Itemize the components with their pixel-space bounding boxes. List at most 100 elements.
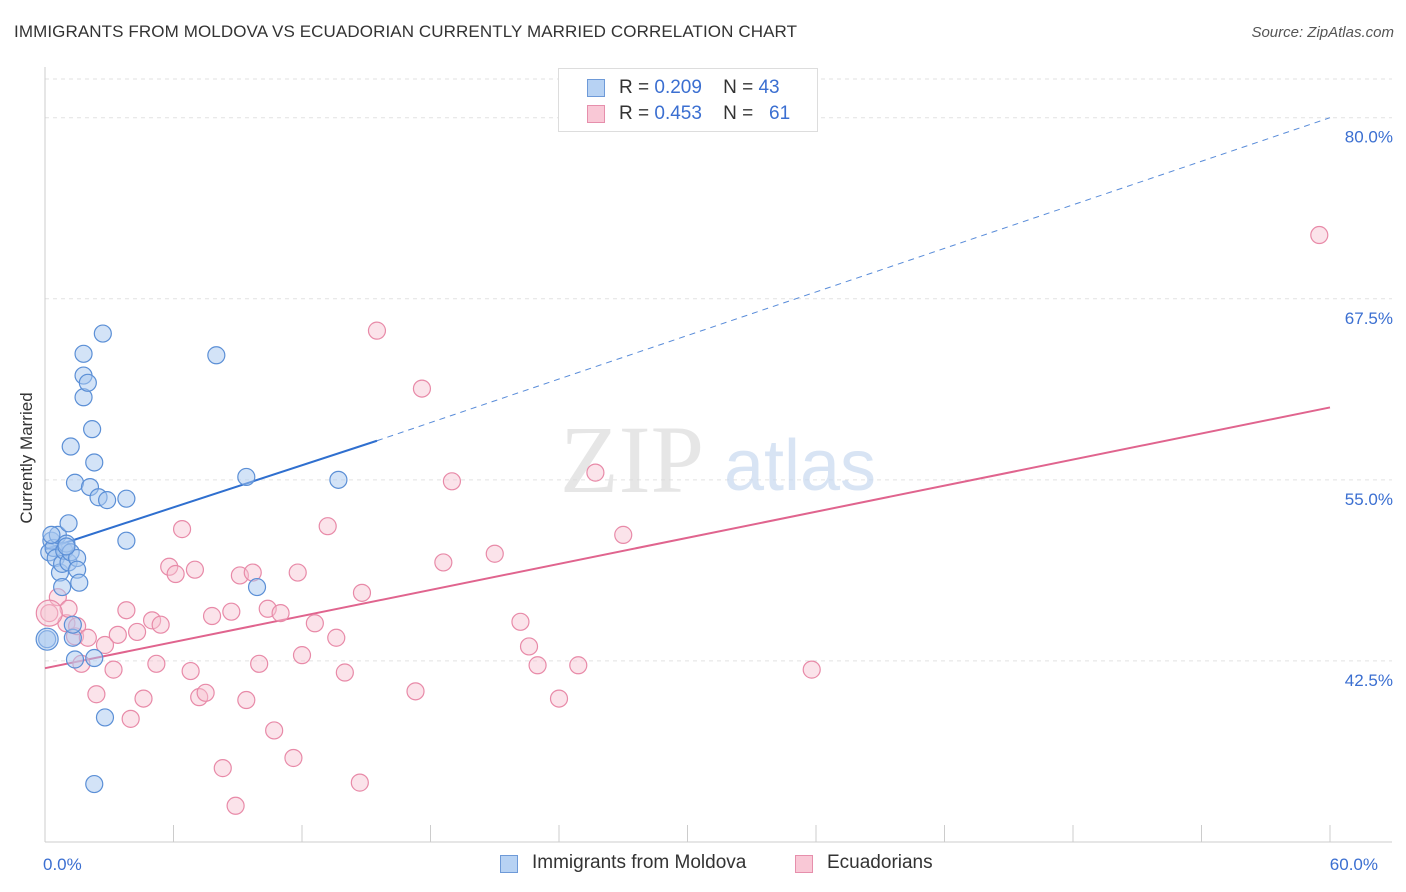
ecuadorians-point <box>292 646 312 665</box>
ecuadorians-point-large <box>35 599 63 627</box>
moldova-point <box>85 453 104 472</box>
source-label: Source: ZipAtlas.com <box>1251 24 1394 41</box>
ecuadorians-point <box>284 748 303 768</box>
ecuadorians-legend-label: Ecuadorians <box>827 852 933 873</box>
ecuadorians-point <box>406 682 425 701</box>
moldova-legend-swatch <box>500 855 518 873</box>
moldova-point <box>61 437 80 456</box>
ecuadorians-point <box>250 654 269 673</box>
ecuadorians-point <box>151 615 170 634</box>
correlation-legend: R = 0.209 N = 43 R = 0.453 N = 61 <box>558 68 818 132</box>
ecuadorians-r-value: 0.453 <box>654 103 702 124</box>
chart-title: IMMIGRANTS FROM MOLDOVA VS ECUADORIAN CU… <box>14 22 798 41</box>
ecuadorians-point <box>569 656 588 675</box>
moldova-point <box>59 514 78 533</box>
moldova-point <box>65 650 85 669</box>
moldova-point <box>57 537 76 556</box>
moldova-point <box>93 324 112 343</box>
ecuadorians-point <box>213 759 232 778</box>
ecuadorians-point <box>327 628 346 647</box>
ecuadorians-point <box>108 625 127 644</box>
ecuadorians-point <box>288 563 307 582</box>
moldova-point <box>329 470 348 489</box>
ecuadorians-point <box>237 690 256 710</box>
ecuadorians-n-value: 61 <box>769 103 791 124</box>
ecuadorians-point <box>121 709 140 728</box>
ecuadorians-point <box>412 379 432 398</box>
ecuadorians-point <box>318 517 337 536</box>
ecuadorians-point <box>1310 225 1329 245</box>
ecuadorians-point <box>40 604 59 623</box>
moldova-point <box>78 373 97 392</box>
ecuadorians-swatch <box>587 105 605 123</box>
y-tick-label: 80.0% <box>1345 128 1393 147</box>
moldova-point <box>83 420 102 439</box>
watermark-atlas: atlas <box>724 426 876 506</box>
x-tick-label: 60.0% <box>1330 855 1378 874</box>
ecuadorians-point <box>160 557 179 576</box>
ecuadorians-legend-swatch <box>795 855 813 873</box>
ecuadorians-point <box>271 604 290 623</box>
ecuadorians-point <box>549 689 569 708</box>
ecuadorians-point <box>442 472 462 491</box>
moldova-point <box>247 577 267 597</box>
y-tick-label: 42.5% <box>1345 671 1393 690</box>
moldova-r-value: 0.209 <box>654 77 702 98</box>
ecuadorians-point <box>511 612 530 631</box>
ecuadorians-point <box>147 654 166 673</box>
moldova-trend-line <box>44 439 378 551</box>
ecuadorians-n-label: N = <box>723 103 754 124</box>
ecuadorians-point <box>95 635 115 655</box>
moldova-legend-label: Immigrants from Moldova <box>532 852 747 873</box>
watermark-zip: ZIP <box>560 406 704 513</box>
ecuadorians-point <box>172 520 192 539</box>
ecuadorians-point <box>519 637 539 656</box>
moldova-point <box>117 531 136 550</box>
moldova-point-large <box>35 627 59 651</box>
ecuadorians-point <box>222 602 241 621</box>
ecuadorians-point <box>265 721 284 740</box>
moldova-r-label: R = <box>619 77 650 98</box>
ecuadorians-r-label: R = <box>619 103 650 124</box>
moldova-trend-extension <box>376 117 1331 442</box>
ecuadorians-point <box>485 544 504 563</box>
ecuadorians-point <box>350 773 369 792</box>
ecuadorians-point <box>166 564 185 584</box>
ecuadorians-point <box>181 661 200 681</box>
ecuadorians-trend-line <box>44 406 1331 670</box>
ecuadorians-point <box>305 614 324 633</box>
ecuadorians-point <box>104 660 123 679</box>
y-tick-label: 67.5% <box>1345 309 1393 328</box>
ecuadorians-point <box>127 622 147 642</box>
y-axis-label: Currently Married <box>17 392 36 523</box>
moldova-point <box>63 615 82 634</box>
moldova-point <box>117 489 136 508</box>
moldova-point <box>237 467 256 487</box>
ecuadorians-point <box>586 463 605 482</box>
moldova-point <box>53 577 72 597</box>
moldova-point <box>85 648 104 668</box>
moldova-point <box>85 774 104 794</box>
x-tick-label: 0.0% <box>43 855 82 874</box>
ecuadorians-point <box>614 525 633 544</box>
ecuadorians-point <box>802 660 821 679</box>
ecuadorians-point <box>352 583 372 602</box>
moldova-point <box>98 491 117 510</box>
ecuadorians-point <box>185 560 205 579</box>
y-tick-label: 55.0% <box>1345 490 1393 509</box>
ecuadorians-point <box>335 663 354 682</box>
ecuadorians-point <box>367 321 387 340</box>
ecuadorians-point <box>202 606 222 626</box>
ecuadorians-point <box>134 689 153 708</box>
moldova-n-label: N = <box>723 77 754 98</box>
moldova-n-value: 43 <box>758 77 780 98</box>
moldova-point <box>70 573 89 592</box>
moldova-point <box>42 525 61 544</box>
ecuadorians-point <box>142 611 162 630</box>
ecuadorians-point <box>87 685 106 704</box>
moldova-point <box>74 344 93 363</box>
ecuadorians-point <box>117 601 136 620</box>
ecuadorians-point <box>226 796 245 815</box>
ecuadorians-point <box>528 656 547 675</box>
ecuadorians-point <box>434 553 453 572</box>
